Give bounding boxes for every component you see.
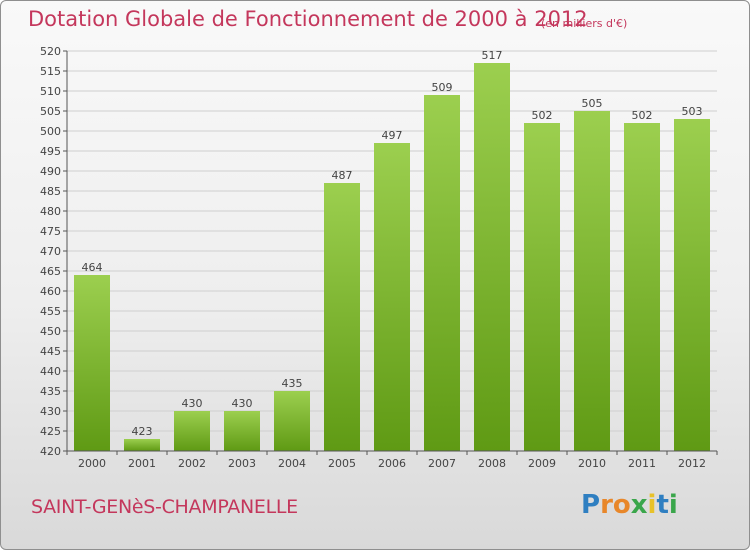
y-tick-label: 520 [40,45,61,58]
x-tick-label: 2003 [228,457,256,470]
bar-value-label: 430 [182,397,203,410]
bar [274,391,310,451]
logo-letter: r [600,490,613,520]
x-tick-label: 2012 [678,457,706,470]
y-tick-label: 445 [40,345,61,358]
bar [674,119,710,451]
y-tick-labels: 420 425 430 435 440 445 450 455 460 465 470 475 480 4… [40,45,61,458]
logo-letter: i [668,490,678,520]
bar [374,143,410,451]
x-tick-label: 2011 [628,457,656,470]
y-tick-label: 485 [40,185,61,198]
bar-value-label: 497 [382,129,403,142]
commune-name: SAINT-GENèS-CHAMPANELLE [31,496,298,518]
logo-letter: i [647,490,657,520]
chart-title: Dotation Globale de Fonctionnement de 20… [28,7,588,31]
x-tick-labels: 2000 2001 2002 2003 2004 2005 2006 2007 2008 2009… [78,457,706,470]
y-tick-label: 440 [40,365,61,378]
y-tick-label: 465 [40,265,61,278]
bar [324,183,360,451]
logo-letter: o [612,490,631,520]
x-tick-label: 2000 [78,457,106,470]
y-tick-label: 425 [40,425,61,438]
axes [66,51,717,452]
x-tick-label: 2007 [428,457,456,470]
x-tick-label: 2008 [478,457,506,470]
x-tick-label: 2002 [178,457,206,470]
bars [74,63,710,451]
y-tick-label: 435 [40,385,61,398]
bar-value-label: 517 [482,49,503,62]
x-tick-label: 2004 [278,457,306,470]
y-tick-label: 490 [40,165,61,178]
bar-value-label: 435 [282,377,303,390]
logo-letter: P [581,490,601,520]
bar [624,123,660,451]
bar [174,411,210,451]
proxiti-logo: Proxiti [581,490,678,520]
y-tick-label: 505 [40,105,61,118]
y-tick-label: 515 [40,65,61,78]
bar [474,63,510,451]
bar-value-label: 430 [232,397,253,410]
y-tick-label: 475 [40,225,61,238]
bar-value-label: 502 [532,109,553,122]
bar-value-label: 509 [432,81,453,94]
y-tick-label: 495 [40,145,61,158]
logo-letter: t [656,490,669,520]
bar [424,95,460,451]
y-tick-label: 450 [40,325,61,338]
bar [574,111,610,451]
bar [524,123,560,451]
bar-value-label: 502 [632,109,653,122]
logo-letter: x [630,490,648,520]
x-tick-label: 2001 [128,457,156,470]
x-tick-label: 2006 [378,457,406,470]
y-tick-label: 500 [40,125,61,138]
y-tick-label: 430 [40,405,61,418]
chart-subtitle: (en milliers d'€) [541,17,628,30]
bar [124,439,160,451]
bar [224,411,260,451]
y-tick-label: 480 [40,205,61,218]
bar-value-label: 505 [582,97,603,110]
y-tick-label: 470 [40,245,61,258]
y-tick-label: 455 [40,305,61,318]
x-tick-label: 2005 [328,457,356,470]
y-tick-label: 420 [40,445,61,458]
bar-value-label: 464 [82,261,103,274]
y-tick-label: 510 [40,85,61,98]
bar-value-label: 423 [132,425,153,438]
bar-value-label: 503 [682,105,703,118]
bar [74,275,110,451]
value-labels: 464 423 430 430 435 487 497 509 517 502 505 502 503 [82,49,703,438]
bar-value-label: 487 [332,169,353,182]
x-tick-label: 2009 [528,457,556,470]
y-tick-label: 460 [40,285,61,298]
x-tick-label: 2010 [578,457,606,470]
